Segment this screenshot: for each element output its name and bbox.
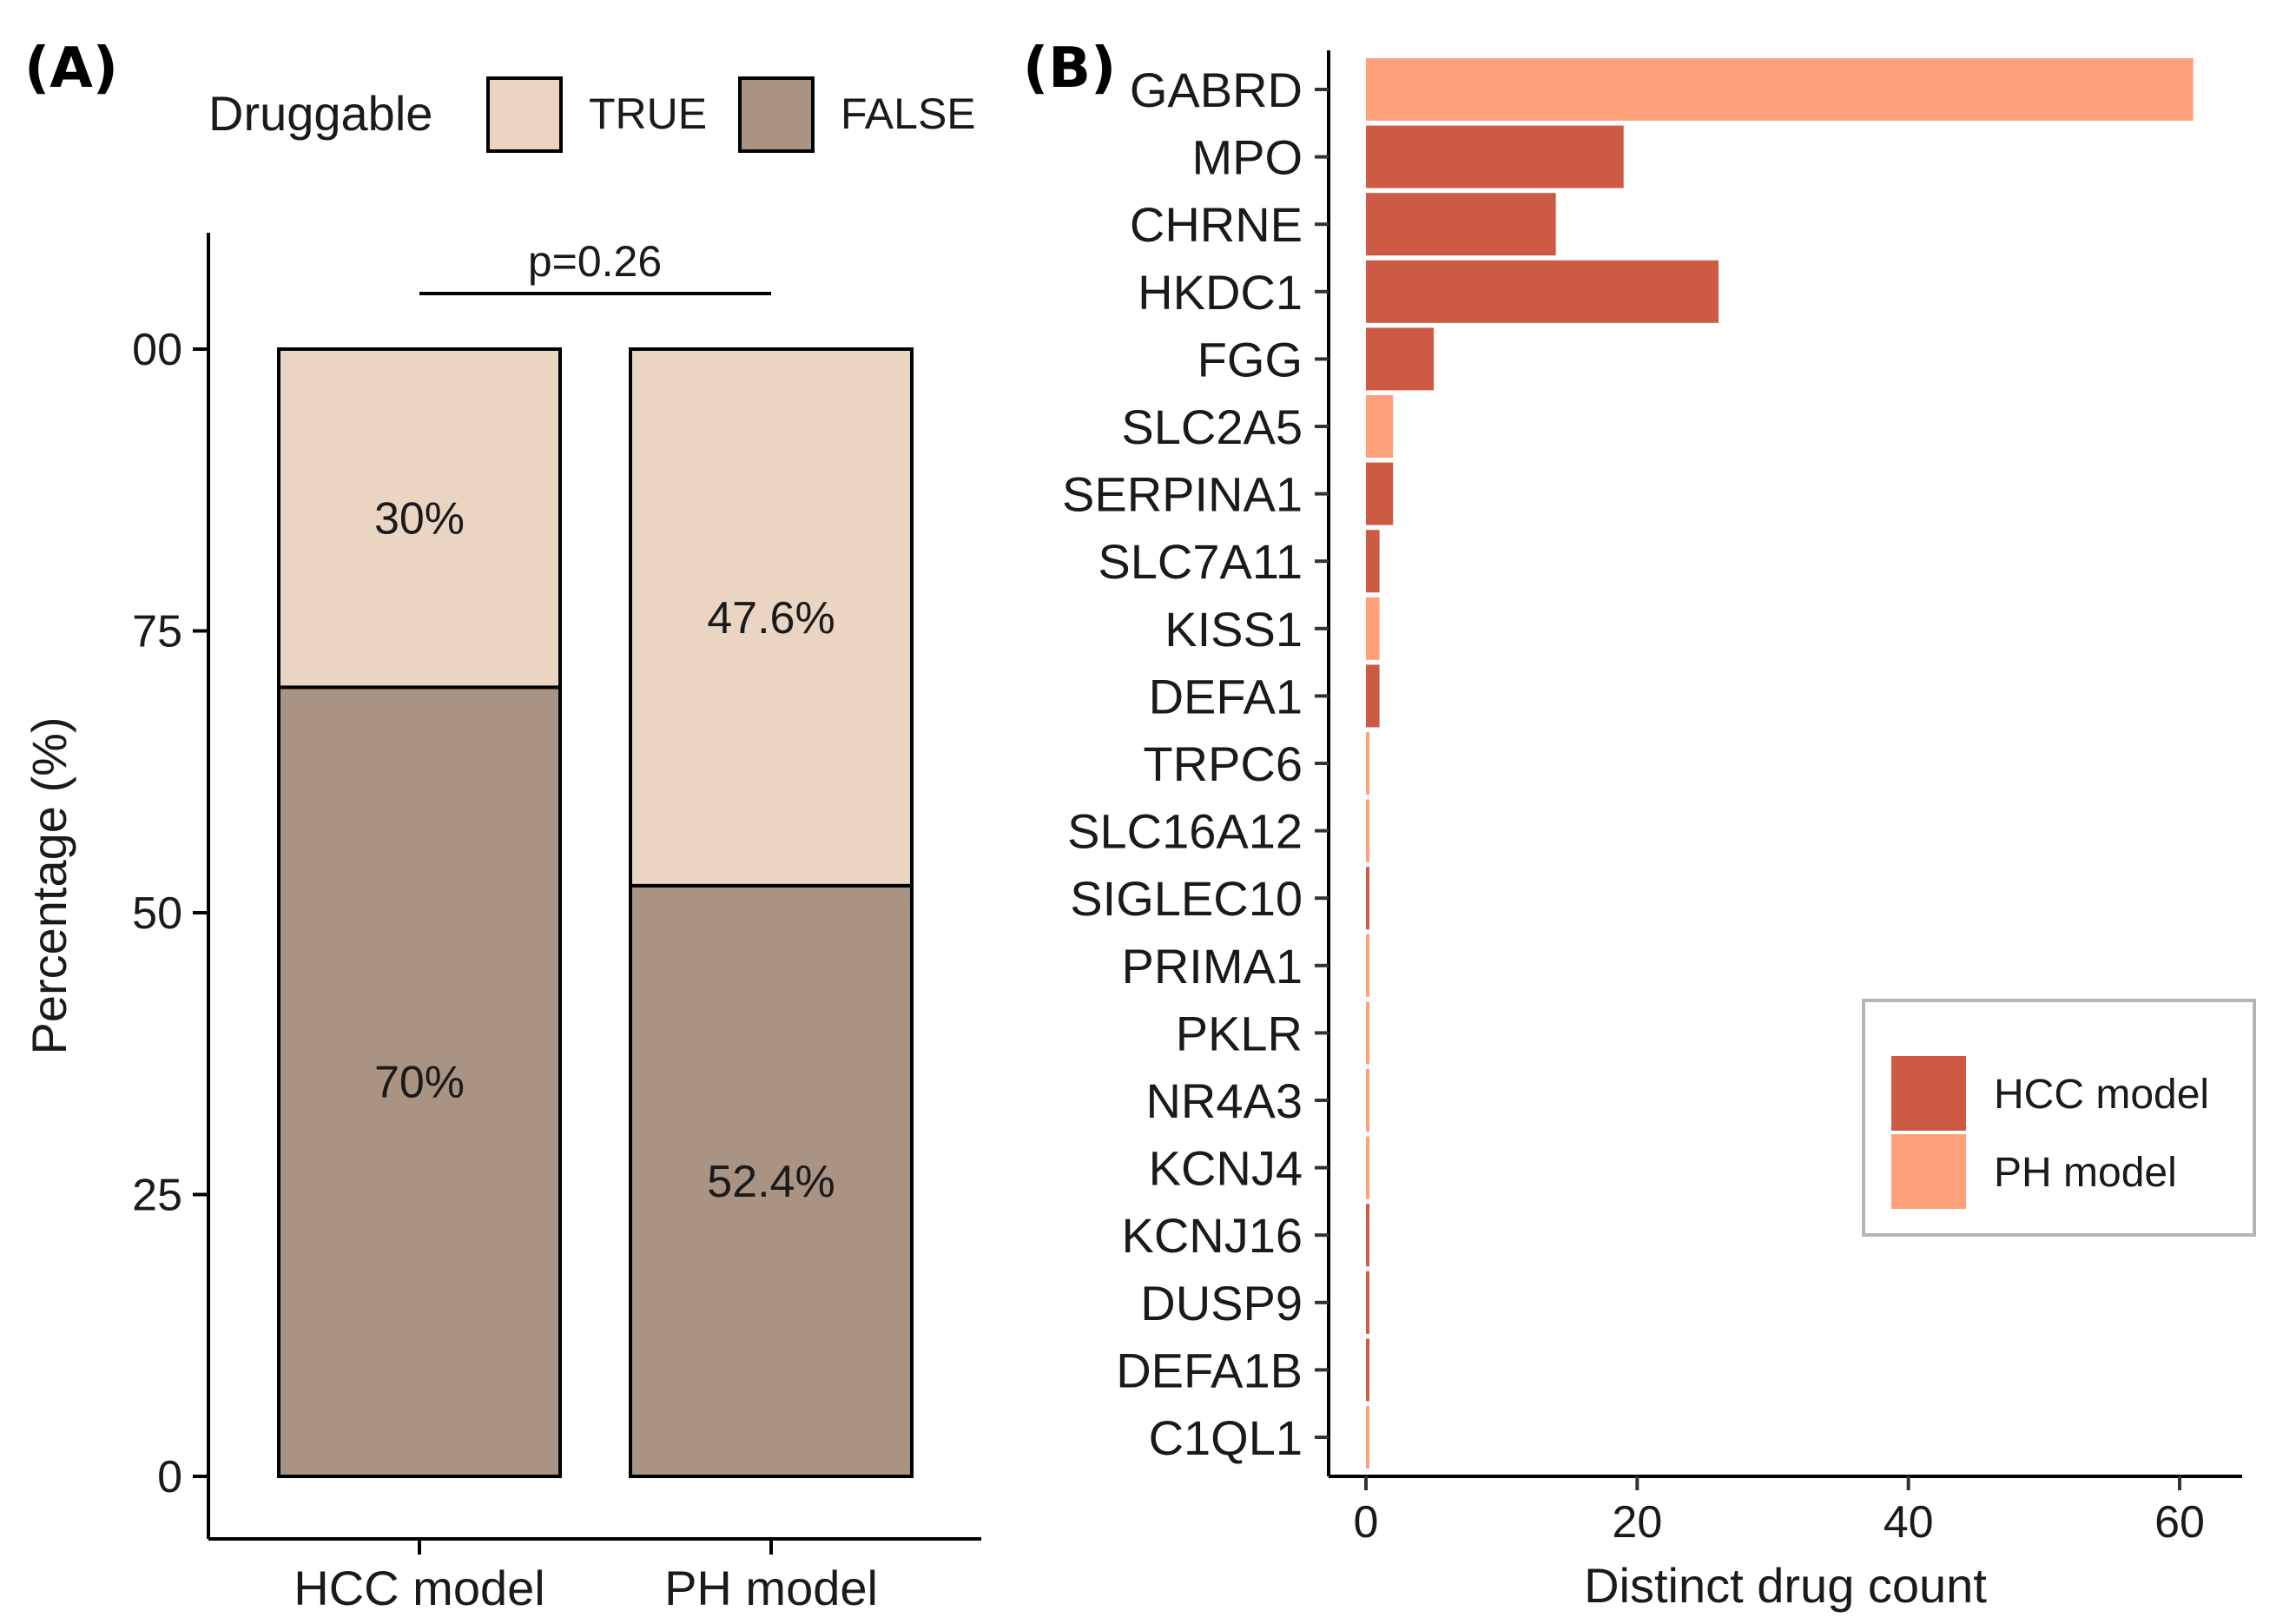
gene-label-defa1b: DEFA1B (1116, 1343, 1303, 1397)
x-label-hcc: HCC model (294, 1561, 544, 1615)
legend-label-hcc: HCC model (1994, 1072, 2209, 1118)
bar-trpc6 (1366, 732, 1369, 795)
bar-kiss1 (1366, 597, 1380, 660)
bar-dusp9 (1366, 1271, 1369, 1334)
bar-defa1 (1366, 664, 1380, 728)
bar-label-false-1: 52.4% (707, 1157, 835, 1207)
gene-label-serpina1: SERPINA1 (1062, 467, 1303, 522)
b-x-tick-label: 60 (2154, 1497, 2205, 1548)
gene-label-gabrd: GABRD (1130, 63, 1303, 117)
bar-slc16a12 (1366, 799, 1369, 862)
bar-slc7a11 (1366, 530, 1380, 593)
drug-count-bars (1366, 58, 2194, 1469)
legend-swatch-false (738, 76, 815, 153)
gene-label-chrne: CHRNE (1130, 197, 1303, 252)
bar-defa1b (1366, 1338, 1369, 1402)
bar-kcnj16 (1366, 1204, 1369, 1267)
gene-label-kcnj16: KCNJ16 (1121, 1208, 1303, 1263)
bar-label-true-1: 47.6% (707, 593, 835, 644)
bar-true-0 (277, 347, 562, 690)
bar-gabrd (1366, 58, 2194, 121)
legend-label-true: TRUE (589, 89, 707, 138)
bar-false-1 (629, 883, 914, 1478)
bar-c1ql1 (1366, 1406, 1369, 1469)
gene-label-trpc6: TRPC6 (1143, 736, 1303, 791)
b-x-tick-label: 40 (1884, 1497, 1934, 1548)
panel-a-label: (A) (24, 36, 118, 101)
gene-label-slc2a5: SLC2A5 (1121, 399, 1303, 454)
gene-label-dusp9: DUSP9 (1140, 1276, 1303, 1330)
gene-label-siglec10: SIGLEC10 (1070, 871, 1303, 926)
bar-nr4a3 (1366, 1069, 1369, 1132)
bar-serpina1 (1366, 462, 1394, 525)
b-x-axis-label: Distinct drug count (1584, 1558, 1987, 1613)
bar-true-1 (629, 347, 914, 888)
legend-title: Druggable (208, 86, 432, 141)
y-tick-label: 75 (132, 607, 182, 657)
gene-label-hkdc1: HKDC1 (1138, 265, 1303, 320)
bar-prima1 (1366, 934, 1369, 997)
bar-false-0 (277, 685, 562, 1478)
gene-label-fgg: FGG (1197, 332, 1303, 386)
gene-label-kiss1: KISS1 (1164, 602, 1303, 657)
gene-label-prima1: PRIMA1 (1122, 939, 1303, 994)
bar-hkdc1 (1366, 260, 1719, 323)
bar-kcnj4 (1366, 1136, 1369, 1199)
gene-label-defa1: DEFA1 (1149, 669, 1303, 723)
bar-label-true-0: 30% (374, 494, 465, 545)
p-value-annotation: p=0.26 (528, 237, 662, 286)
gene-label-nr4a3: NR4A3 (1145, 1073, 1303, 1128)
panel-b: GABRD MPO CHRNE HKDC1 FGG SLC2A5 SERPINA1 SLC7A… (1062, 50, 2256, 1613)
b-x-tick-label: 20 (1612, 1497, 1662, 1548)
gene-label-kcnj4: KCNJ4 (1149, 1141, 1303, 1196)
gene-labels: GABRD MPO CHRNE HKDC1 FGG SLC2A5 SERPINA1 SLC7A… (1062, 63, 1329, 1465)
b-x-tick-label: 0 (1354, 1497, 1379, 1548)
gene-label-pklr: PKLR (1176, 1006, 1303, 1060)
bar-label-false-0: 70% (374, 1058, 465, 1108)
x-label-ph: PH model (664, 1561, 878, 1615)
gene-label-mpo: MPO (1191, 130, 1303, 185)
bar-mpo (1366, 125, 1624, 188)
y-axis-ticks: 0 25 50 75 00 (132, 325, 208, 1502)
legend-label-ph: PH model (1994, 1150, 2177, 1196)
y-tick-label: 50 (132, 888, 182, 939)
legend-swatch-true (486, 76, 563, 153)
b-x-axis-ticks: 0 20 40 60 (1354, 1476, 2205, 1548)
panel-b-label: (B) (1023, 36, 1116, 101)
y-tick-label: 0 (157, 1452, 182, 1502)
gene-label-slc16a12: SLC16A12 (1067, 804, 1303, 859)
y-axis-label: Percentage (%) (22, 716, 76, 1054)
gene-label-c1ql1: C1QL1 (1149, 1410, 1303, 1465)
y-tick-label: 25 (132, 1171, 182, 1221)
legend-swatch-hcc (1891, 1056, 1966, 1131)
panel-a: Druggable TRUE FALSE 0 25 50 75 00 Percentag… (22, 76, 981, 1615)
bar-fgg (1366, 327, 1435, 391)
legend-label-false: FALSE (841, 89, 976, 138)
druggable-legend: Druggable TRUE FALSE (208, 76, 976, 153)
model-legend: HCC model PH model (1862, 999, 2256, 1237)
bar-slc2a5 (1366, 395, 1394, 458)
bar-pklr (1366, 1001, 1369, 1065)
bar-chrne (1366, 193, 1556, 256)
bar-siglec10 (1366, 867, 1369, 930)
gene-label-slc7a11: SLC7A11 (1098, 534, 1303, 589)
stacked-bars: 70% 30% 52.4% 47.6% (277, 347, 914, 1478)
y-tick-label: 00 (132, 325, 182, 375)
legend-swatch-ph (1891, 1134, 1966, 1209)
